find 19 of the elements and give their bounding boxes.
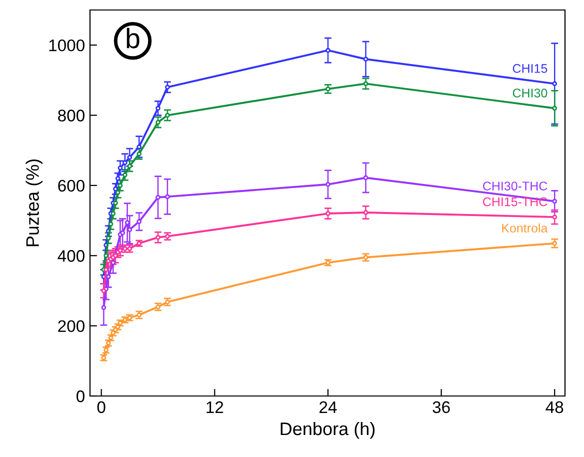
y-axis-title: Puztea (%) [26, 159, 42, 246]
annotation: b [126, 28, 140, 48]
x-tick-label: 0 [97, 401, 106, 414]
series-label: CHI15 [512, 64, 548, 73]
series-label: CHI30-THC [483, 182, 548, 190]
y-tick-label: 200 [58, 320, 84, 332]
x-tick-label: 36 [432, 401, 450, 414]
y-tick-label: 600 [58, 180, 84, 192]
y-tick-label: 1000 [49, 39, 84, 52]
x-axis-title: Denbora (h) [280, 422, 375, 439]
y-tick-label: 0 [76, 390, 84, 402]
x-tick-label: 48 [546, 401, 564, 414]
y-tick-label: 800 [58, 110, 84, 122]
series-label: CHI15-THC [483, 197, 548, 206]
series-label: CHI30 [512, 88, 548, 98]
y-tick-label: 400 [58, 250, 84, 262]
x-tick-label: 24 [320, 401, 337, 413]
series-label: Kontrola [502, 223, 548, 233]
x-tick-label: 12 [206, 401, 224, 413]
